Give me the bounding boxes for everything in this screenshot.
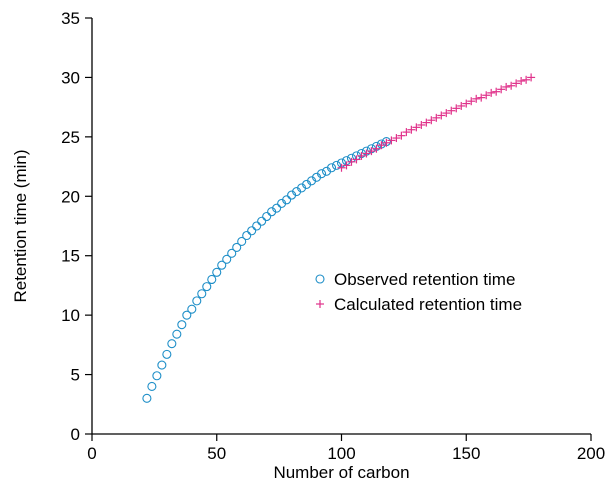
calculated-point (367, 147, 376, 156)
calculated-point (492, 87, 501, 96)
x-tick-label: 200 (577, 444, 605, 463)
x-tick-label: 100 (327, 444, 355, 463)
observed-point (142, 393, 152, 403)
y-tick-label: 25 (61, 128, 80, 147)
y-tick-label: 35 (61, 9, 80, 28)
calculated-point (357, 151, 366, 160)
calculated-point (352, 155, 361, 164)
calculated-point (457, 101, 466, 110)
calculated-point (382, 138, 391, 147)
y-axis-title: Retention time (min) (11, 149, 30, 302)
observed-point (187, 304, 197, 314)
legend-marker-calculated (316, 300, 324, 308)
observed-point (197, 289, 207, 299)
calculated-point (397, 131, 406, 140)
y-tick-label: 20 (61, 187, 80, 206)
calculated-point (422, 118, 431, 127)
observed-point (232, 242, 242, 252)
calculated-point (392, 134, 401, 143)
legend-label-observed: Observed retention time (334, 270, 515, 289)
observed-point (192, 296, 202, 306)
y-tick-label: 10 (61, 306, 80, 325)
series-observed (142, 137, 391, 403)
observed-point (222, 254, 232, 264)
calculated-point (427, 116, 436, 125)
calculated-point (502, 82, 511, 91)
calculated-point (522, 75, 531, 84)
calculated-point (342, 161, 351, 170)
y-tick-label: 5 (71, 366, 80, 385)
calculated-point (512, 79, 521, 88)
calculated-point (347, 157, 356, 166)
observed-point (331, 160, 342, 170)
observed-point (167, 339, 177, 349)
calculated-point (402, 128, 411, 137)
x-tick-label: 0 (87, 444, 96, 463)
calculated-point (462, 99, 471, 108)
calculated-point (362, 149, 371, 158)
calculated-point (472, 94, 481, 103)
legend-marker-observed (315, 274, 325, 284)
observed-point (157, 360, 167, 370)
observed-point (212, 267, 222, 277)
observed-point (237, 236, 247, 247)
calculated-point (412, 123, 421, 132)
x-axis-title: Number of carbon (273, 463, 409, 482)
observed-point (177, 320, 187, 330)
observed-point (162, 349, 172, 359)
y-tick-label: 30 (61, 68, 80, 87)
calculated-point (487, 88, 496, 97)
series-calculated (337, 73, 536, 172)
observed-point (182, 310, 192, 320)
calculated-point (377, 141, 386, 150)
observed-point (172, 329, 182, 339)
observed-point (217, 260, 227, 270)
observed-point (282, 195, 292, 205)
calculated-point (407, 125, 416, 134)
observed-point (326, 163, 337, 173)
series-layer (142, 73, 536, 403)
legend: Observed retention time Calculated retent… (315, 270, 522, 314)
calculated-point (372, 144, 381, 153)
calculated-point (432, 113, 441, 122)
observed-point (272, 203, 282, 213)
y-tick-label: 0 (71, 425, 80, 444)
observed-point (242, 230, 252, 241)
calculated-point (452, 104, 461, 113)
observed-point (262, 211, 272, 222)
calculated-point (517, 76, 526, 85)
x-tick-label: 150 (452, 444, 480, 463)
observed-point (252, 221, 262, 231)
calculated-point (507, 81, 516, 90)
calculated-point (437, 111, 446, 120)
calculated-point (442, 109, 451, 118)
observed-point (147, 381, 157, 392)
calculated-point (482, 91, 491, 100)
x-tick-label: 50 (207, 444, 226, 463)
calculated-point (387, 136, 396, 145)
calculated-point (497, 85, 506, 94)
calculated-point (447, 106, 456, 115)
calculated-point (337, 163, 346, 172)
observed-point (202, 282, 212, 292)
calculated-point (417, 120, 426, 129)
observed-point (207, 274, 217, 285)
observed-point (257, 216, 267, 226)
observed-point (316, 169, 327, 179)
observed-point (152, 371, 162, 381)
legend-label-calculated: Calculated retention time (334, 295, 522, 314)
y-tick-label: 15 (61, 247, 80, 266)
calculated-point (527, 73, 536, 82)
calculated-point (477, 93, 486, 102)
observed-point (247, 226, 257, 236)
observed-point (227, 248, 237, 258)
calculated-point (467, 97, 476, 106)
ticks: 0 50 100 150 200 0 5 10 15 20 25 30 35 (61, 9, 605, 463)
